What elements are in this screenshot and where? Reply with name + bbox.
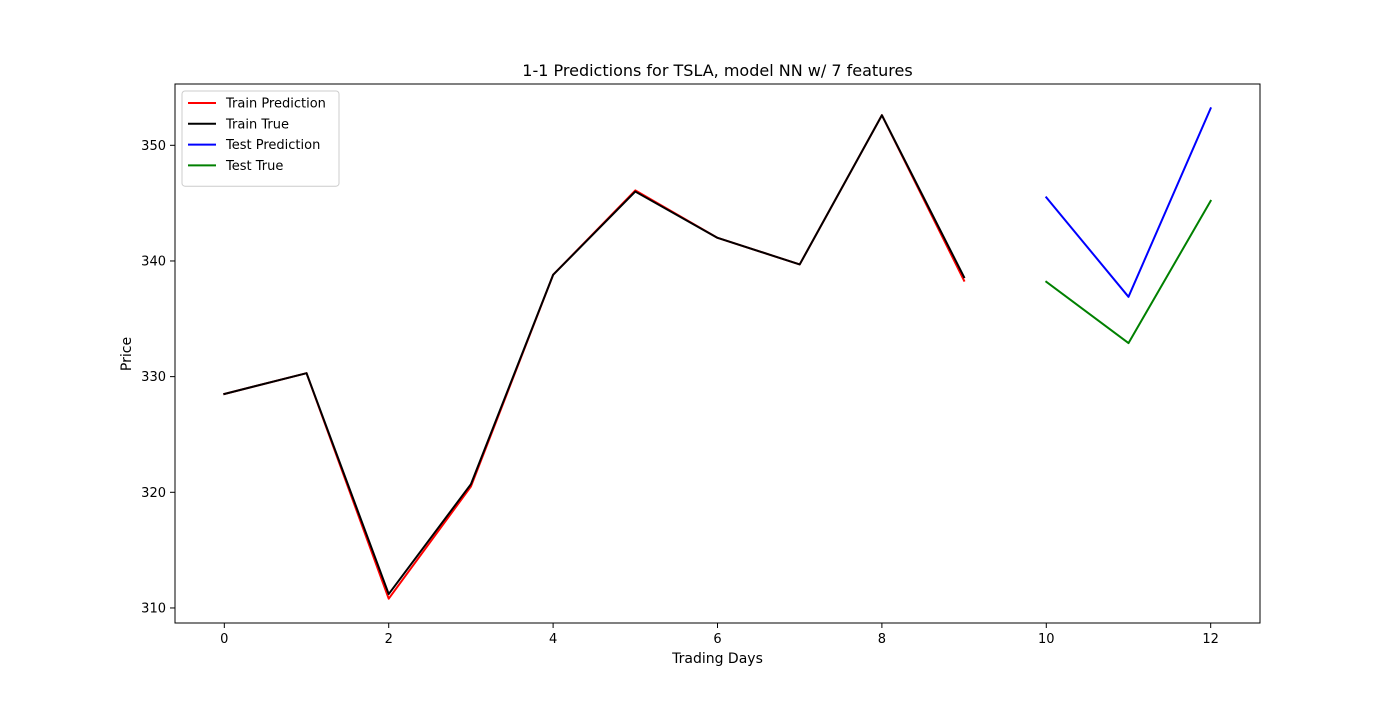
x-tick-label: 6 [713, 632, 721, 647]
x-axis-label: Trading Days [671, 651, 763, 667]
legend-label-train-prediction: Train Prediction [225, 97, 326, 112]
y-tick-label: 330 [141, 370, 166, 385]
x-tick-label: 12 [1202, 632, 1219, 647]
x-tick-label: 2 [385, 632, 393, 647]
legend-label-test-true: Test True [225, 159, 283, 174]
x-tick-label: 8 [878, 632, 886, 647]
y-axis-label: Price [119, 337, 135, 371]
x-tick-label: 4 [549, 632, 557, 647]
series-line-test-true [1044, 199, 1213, 345]
series-line-test-prediction [1044, 106, 1212, 298]
y-tick-label: 340 [141, 254, 166, 269]
y-tick-label: 350 [141, 139, 166, 154]
y-tick-label: 310 [141, 601, 166, 616]
y-tick-label: 320 [141, 486, 166, 501]
legend-box [181, 90, 340, 187]
chart-title: 1-1 Predictions for TSLA, model NN w/ 7 … [522, 61, 912, 80]
series-line-train-true [223, 114, 966, 596]
legend-label-test-prediction: Test Prediction [225, 138, 320, 153]
legend: Train Prediction Train True Test Predictio… [181, 90, 340, 187]
x-tick-label: 0 [220, 632, 228, 647]
legend-label-train-true: Train True [225, 117, 289, 132]
series-line-train-prediction [223, 114, 966, 600]
x-tick-label: 10 [1038, 632, 1055, 647]
